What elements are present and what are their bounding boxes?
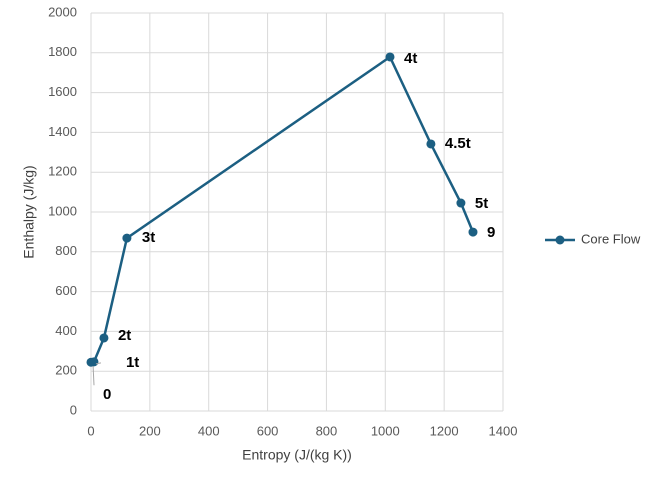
x-tick-label: 0 <box>87 423 94 438</box>
marker <box>99 333 109 343</box>
y-axis-title: Enthalpy (J/kg) <box>21 165 37 258</box>
data-label: 1t <box>126 354 139 371</box>
x-tick-label: 800 <box>316 423 338 438</box>
leader-line <box>92 364 95 386</box>
y-tick-label: 600 <box>55 283 77 298</box>
legend-marker <box>555 235 565 245</box>
marker <box>385 52 395 62</box>
x-tick-label: 200 <box>139 423 161 438</box>
data-label: 0 <box>103 386 111 403</box>
marker <box>89 357 99 367</box>
y-tick-label: 2000 <box>48 4 77 19</box>
y-tick-label: 1800 <box>48 44 77 59</box>
marker <box>122 233 132 243</box>
data-label: 5t <box>475 195 488 212</box>
x-tick-label: 1200 <box>430 423 459 438</box>
marker <box>468 227 478 237</box>
y-tick-label: 800 <box>55 243 77 258</box>
y-tick-label: 1200 <box>48 164 77 179</box>
leader-line <box>95 362 102 365</box>
y-tick-label: 400 <box>55 323 77 338</box>
x-tick-label: 600 <box>257 423 279 438</box>
series-line <box>90 55 475 364</box>
marker <box>456 198 466 208</box>
marker <box>426 139 436 149</box>
y-tick-label: 200 <box>55 363 77 378</box>
data-label: 9 <box>487 224 495 241</box>
y-tick-label: 1600 <box>48 84 77 99</box>
legend-label: Core Flow <box>581 231 641 246</box>
y-tick-label: 1000 <box>48 203 77 218</box>
data-label: 4.5t <box>445 135 471 152</box>
y-tick-label: 0 <box>70 402 77 417</box>
data-label: 3t <box>142 229 155 246</box>
x-tick-label: 1400 <box>489 423 518 438</box>
x-tick-label: 400 <box>198 423 220 438</box>
data-label: 4t <box>404 50 417 67</box>
x-tick-label: 1000 <box>371 423 400 438</box>
y-tick-label: 1400 <box>48 124 77 139</box>
data-label: 2t <box>118 327 131 344</box>
x-axis-title: Entropy (J/(kg K)) <box>242 447 352 463</box>
